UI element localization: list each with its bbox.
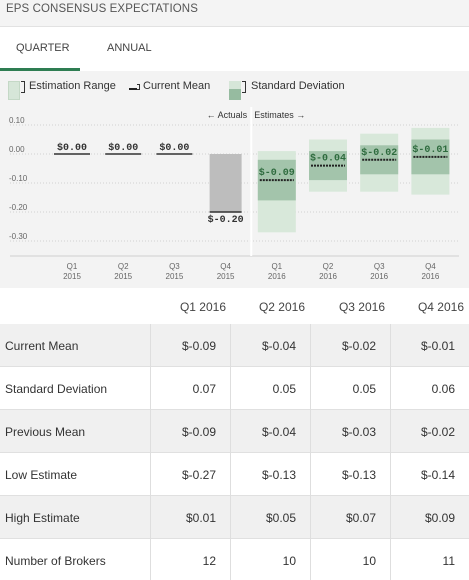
x-tick-quarter: Q3 xyxy=(374,262,385,271)
table-cell: $-0.09 xyxy=(181,425,216,439)
x-tick-quarter: Q1 xyxy=(67,262,78,271)
table-cell: $-0.14 xyxy=(420,468,455,482)
row-label: Previous Mean xyxy=(5,425,86,439)
actual-label: $0.00 xyxy=(159,142,189,154)
table-cell: $-0.01 xyxy=(420,339,455,353)
standard-deviation-swatch-inner xyxy=(229,89,241,100)
actual-label: $-0.20 xyxy=(208,214,244,226)
table-row-number-of-brokers: Number of Brokers 12 10 10 11 xyxy=(0,539,469,580)
x-tick-year: 2015 xyxy=(114,272,132,281)
widget-header: EPS CONSENSUS EXPECTATIONS xyxy=(0,0,469,27)
y-tick-label: -0.20 xyxy=(9,203,28,212)
table-cell: 0.07 xyxy=(192,382,216,396)
table-cell: 0.05 xyxy=(272,382,296,396)
table-cell: $0.05 xyxy=(265,511,296,525)
active-tab-indicator xyxy=(0,68,80,71)
table-header: Q1 2016 Q2 2016 Q3 2016 Q4 2016 xyxy=(0,288,469,324)
row-label: Current Mean xyxy=(5,339,79,353)
row-label: High Estimate xyxy=(5,511,80,525)
table-row-standard-deviation: Standard Deviation 0.07 0.05 0.05 0.06 xyxy=(0,367,469,410)
period-tabs: QUARTER ANNUAL xyxy=(0,27,469,71)
x-tick-year: 2016 xyxy=(268,272,286,281)
x-tick-quarter: Q4 xyxy=(220,262,231,271)
table-cell: $0.09 xyxy=(424,511,455,525)
x-tick-year: 2016 xyxy=(370,272,388,281)
row-label: Number of Brokers xyxy=(5,554,106,568)
bracket-icon xyxy=(21,81,25,93)
legend-standard-deviation: Standard Deviation xyxy=(251,80,345,92)
table-cell: 0.06 xyxy=(431,382,455,396)
estimates-label: Estimates → xyxy=(254,110,305,120)
table-cell: $0.07 xyxy=(345,511,376,525)
table-cell: $-0.04 xyxy=(261,339,296,353)
table-cell: $-0.04 xyxy=(261,425,296,439)
table-cell: $-0.13 xyxy=(341,468,376,482)
x-tick-quarter: Q3 xyxy=(169,262,180,271)
table-row-previous-mean: Previous Mean $-0.09 $-0.04 $-0.03 $-0.0… xyxy=(0,410,469,453)
x-tick-quarter: Q4 xyxy=(425,262,436,271)
column-header: Q1 2016 xyxy=(179,300,226,314)
table-cell: $-0.13 xyxy=(261,468,296,482)
y-tick-label: 0.00 xyxy=(9,145,25,154)
actual-label: $0.00 xyxy=(108,142,138,154)
tab-annual[interactable]: ANNUAL xyxy=(107,42,152,54)
y-tick-label: -0.10 xyxy=(9,174,28,183)
actual-bar xyxy=(209,154,242,212)
estimate-mean-label: $-0.02 xyxy=(361,147,397,159)
x-tick-year: 2015 xyxy=(217,272,235,281)
estimation-range-swatch xyxy=(8,81,20,100)
table-cell: 12 xyxy=(202,554,216,568)
legend-current-mean: Current Mean xyxy=(143,80,211,92)
x-tick-year: 2015 xyxy=(63,272,81,281)
table-cell: $-0.27 xyxy=(181,468,216,482)
estimate-mean-label: $-0.09 xyxy=(259,167,295,179)
y-tick-label: 0.10 xyxy=(9,116,25,125)
table-cell: $-0.02 xyxy=(420,425,455,439)
eps-chart-panel: Estimation Range Current Mean Standard D… xyxy=(0,71,469,288)
table-cell: 11 xyxy=(442,554,455,568)
x-tick-quarter: Q2 xyxy=(323,262,334,271)
eps-chart: 0.10 0.00 -0.10 -0.20 -0.30 ← Actuals Estimate… xyxy=(9,107,459,281)
estimate-mean-label: $-0.04 xyxy=(310,153,346,165)
x-tick-year: 2016 xyxy=(422,272,440,281)
actual-label: $0.00 xyxy=(57,142,87,154)
table-cell: 10 xyxy=(362,554,376,568)
widget-title: EPS CONSENSUS EXPECTATIONS xyxy=(6,3,198,15)
x-tick-quarter: Q1 xyxy=(271,262,282,271)
x-tick-quarter: Q2 xyxy=(118,262,129,271)
table-row-current-mean: Current Mean $-0.09 $-0.04 $-0.02 $-0.01 xyxy=(0,324,469,367)
column-header: Q2 2016 xyxy=(258,300,305,314)
table-cell: 0.05 xyxy=(352,382,376,396)
column-header: Q4 2016 xyxy=(417,300,464,314)
tab-quarter[interactable]: QUARTER xyxy=(16,42,70,54)
table-row-high-estimate: High Estimate $0.01 $0.05 $0.07 $0.09 xyxy=(0,496,469,539)
x-tick-year: 2015 xyxy=(166,272,184,281)
row-label: Low Estimate xyxy=(5,468,78,482)
legend-estimation-range: Estimation Range xyxy=(29,80,116,92)
bracket-icon xyxy=(242,81,246,93)
x-tick-year: 2016 xyxy=(319,272,337,281)
table-cell: $-0.03 xyxy=(341,425,376,439)
table-row-low-estimate: Low Estimate $-0.27 $-0.13 $-0.13 $-0.14 xyxy=(0,453,469,496)
estimate-mean-label: $-0.01 xyxy=(412,144,448,156)
table-cell: $0.01 xyxy=(185,511,216,525)
column-header: Q3 2016 xyxy=(338,300,385,314)
table-cell: $-0.09 xyxy=(181,339,216,353)
table-cell: 10 xyxy=(282,554,296,568)
actuals-label: ← Actuals xyxy=(207,110,248,120)
current-mean-swatch xyxy=(129,88,137,90)
bracket-icon xyxy=(137,84,140,90)
y-tick-label: -0.30 xyxy=(9,232,28,241)
row-label: Standard Deviation xyxy=(5,382,108,396)
table-cell: $-0.02 xyxy=(341,339,376,353)
